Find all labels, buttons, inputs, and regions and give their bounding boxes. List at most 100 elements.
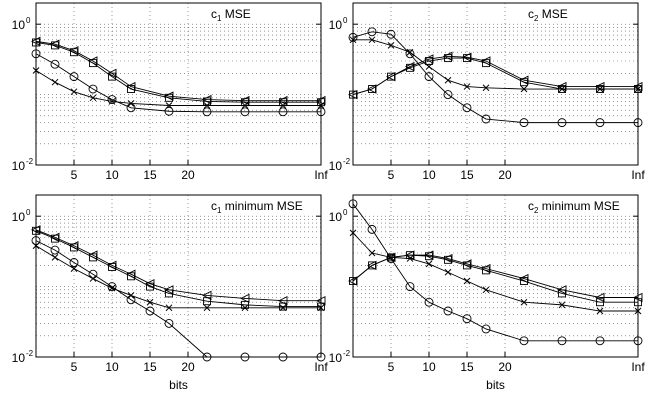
series-circle [31,236,326,362]
series-circle [31,49,326,117]
data-point-cross [634,307,642,315]
series-line [35,240,321,358]
grid [36,3,321,165]
data-point-cross [70,88,78,96]
data-point-triangle [594,292,605,303]
data-point-circle [633,336,643,346]
data-point-triangle [442,253,453,264]
data-point-cross [558,301,566,309]
data-point-cross [241,304,249,312]
y-tick-exponent: 0 [343,208,348,217]
data-point-circle [240,107,250,117]
data-point-circle [164,318,174,328]
data-point-cross [349,36,357,44]
series-triangle [347,250,643,303]
panel-title: c2 MSE [528,7,568,23]
x-tick-label: 10 [422,360,436,374]
data-point-triangle [594,81,605,92]
y-tick-label: 10 [12,351,26,365]
data-point-square [146,282,154,291]
data-point-circle [278,107,288,117]
x-tick-label: Inf [631,360,645,374]
x-tick-label: Inf [314,168,328,182]
y-tick-label: 10 [12,159,26,173]
axes-box [35,2,322,166]
data-point-cross [482,84,490,92]
data-point-cross [349,229,357,237]
series-line [352,232,638,312]
series-line [352,254,638,298]
data-point-triangle [423,54,434,64]
data-point-cross [203,102,211,109]
data-point-circle [240,352,250,362]
x-tick-label: 10 [105,360,119,374]
data-point-triangle [632,81,643,92]
data-point-triangle [556,285,567,295]
data-point-circle [595,118,605,128]
y-tick-label: 10 [329,210,343,224]
data-point-circle [557,336,567,346]
data-point-circle [316,107,326,117]
panel-title: c2 minimum MSE [528,199,620,215]
data-point-circle [88,84,98,94]
data-point-triangle [125,81,136,92]
data-point-triangle [87,250,98,260]
data-point-circle [50,245,60,255]
series-line [35,40,321,102]
y-tick-exponent: 0 [343,16,348,25]
x-tick-label: 5 [71,360,78,374]
series-circle [348,27,643,128]
series-line [352,254,638,303]
data-point-triangle [315,95,326,106]
data-point-cross [368,36,376,44]
data-point-circle [405,49,415,59]
x-axis-label: bits [169,378,188,392]
x-tick-label: Inf [631,168,645,182]
x-tick-label: 20 [498,168,512,182]
data-point-triangle [442,51,453,62]
data-point-cross [89,275,97,282]
data-point-triangle [366,260,377,271]
data-point-circle [633,118,643,128]
data-point-triangle [366,84,377,94]
x-axis-label: bits [486,378,505,392]
data-point-circle [145,306,155,316]
x-tick-label: 15 [143,168,157,182]
data-point-square [558,85,566,93]
data-point-cross [108,284,116,292]
data-point-cross [425,260,433,268]
data-point-cross [70,265,78,272]
data-point-triangle [68,241,79,251]
data-point-square [634,298,642,307]
data-point-circle [348,32,358,42]
data-point-cross [127,292,135,299]
data-point-triangle [49,232,60,243]
data-point-cross [596,307,604,315]
data-point-triangle [144,278,155,289]
data-point-triangle [423,250,434,260]
series-cross [32,242,325,312]
y-tick-label: 10 [329,18,343,32]
x-tick-label: 20 [498,360,512,374]
data-point-circle [367,27,377,37]
x-tick-label: 15 [460,360,474,374]
data-point-cross [444,268,452,276]
data-point-cross [520,85,528,93]
data-point-circle [595,336,605,346]
data-point-triangle [87,56,98,66]
series-line [352,55,638,96]
y-tick-exponent: 0 [26,208,31,217]
data-point-circle [367,224,377,234]
data-point-circle [31,236,41,246]
data-point-circle [278,352,288,362]
data-point-triangle [163,285,174,295]
y-tick-label: 10 [329,159,343,173]
data-point-cross [463,83,471,90]
data-point-circle [107,95,117,105]
data-point-circle [424,297,434,307]
data-point-circle [462,314,472,324]
data-point-square [596,85,604,93]
